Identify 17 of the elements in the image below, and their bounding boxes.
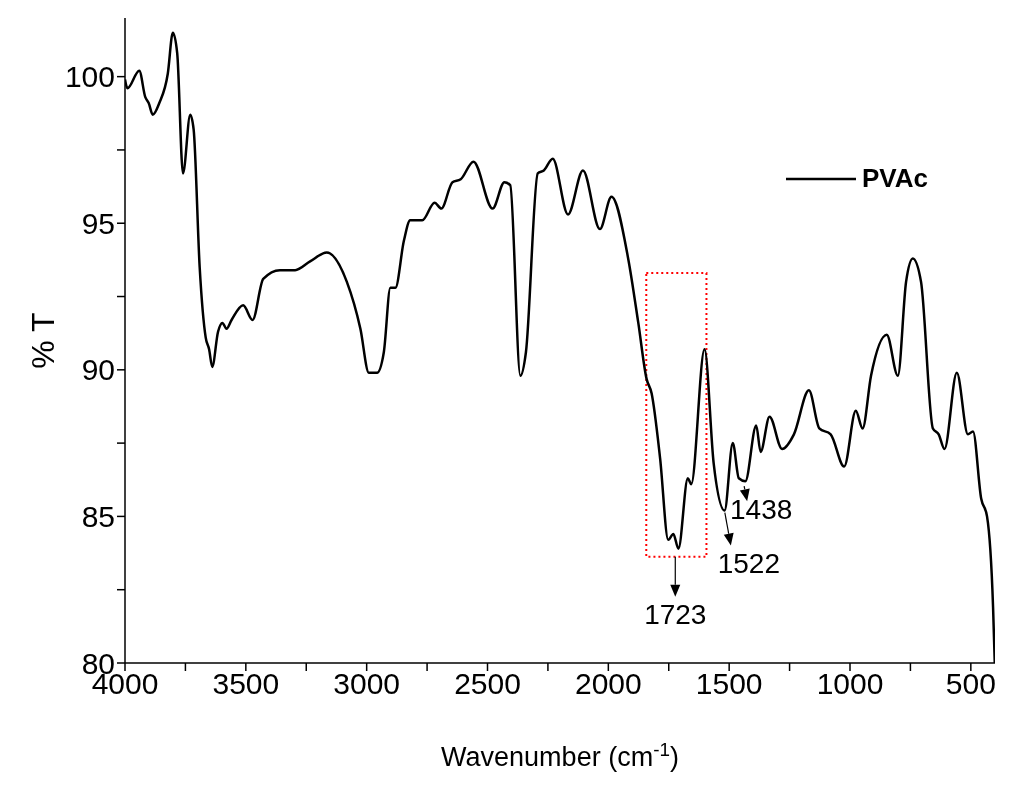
y-axis-title: % T (25, 312, 62, 369)
annotation: 1522 (717, 547, 780, 579)
x-tick-label: 500 (945, 667, 996, 701)
x-tick-label: 2000 (574, 667, 642, 701)
y-tick-label: 95 (81, 206, 115, 240)
annotation: 1438 (730, 494, 793, 526)
annotation: 1723 (644, 598, 707, 630)
x-tick-label: 3500 (212, 667, 280, 701)
legend-label: PVAc (862, 163, 928, 194)
y-tick-label: 100 (64, 60, 115, 94)
y-tick-label: 90 (81, 353, 115, 387)
x-axis-title: Wavenumber (cm$^{-1}$) (441, 738, 679, 772)
x-tick-label: 2500 (454, 667, 521, 701)
x-tick-label: 1500 (695, 667, 763, 701)
x-tick-label: 3000 (333, 667, 401, 701)
y-tick-label: 85 (81, 500, 115, 534)
x-tick-label: 1000 (816, 667, 884, 701)
